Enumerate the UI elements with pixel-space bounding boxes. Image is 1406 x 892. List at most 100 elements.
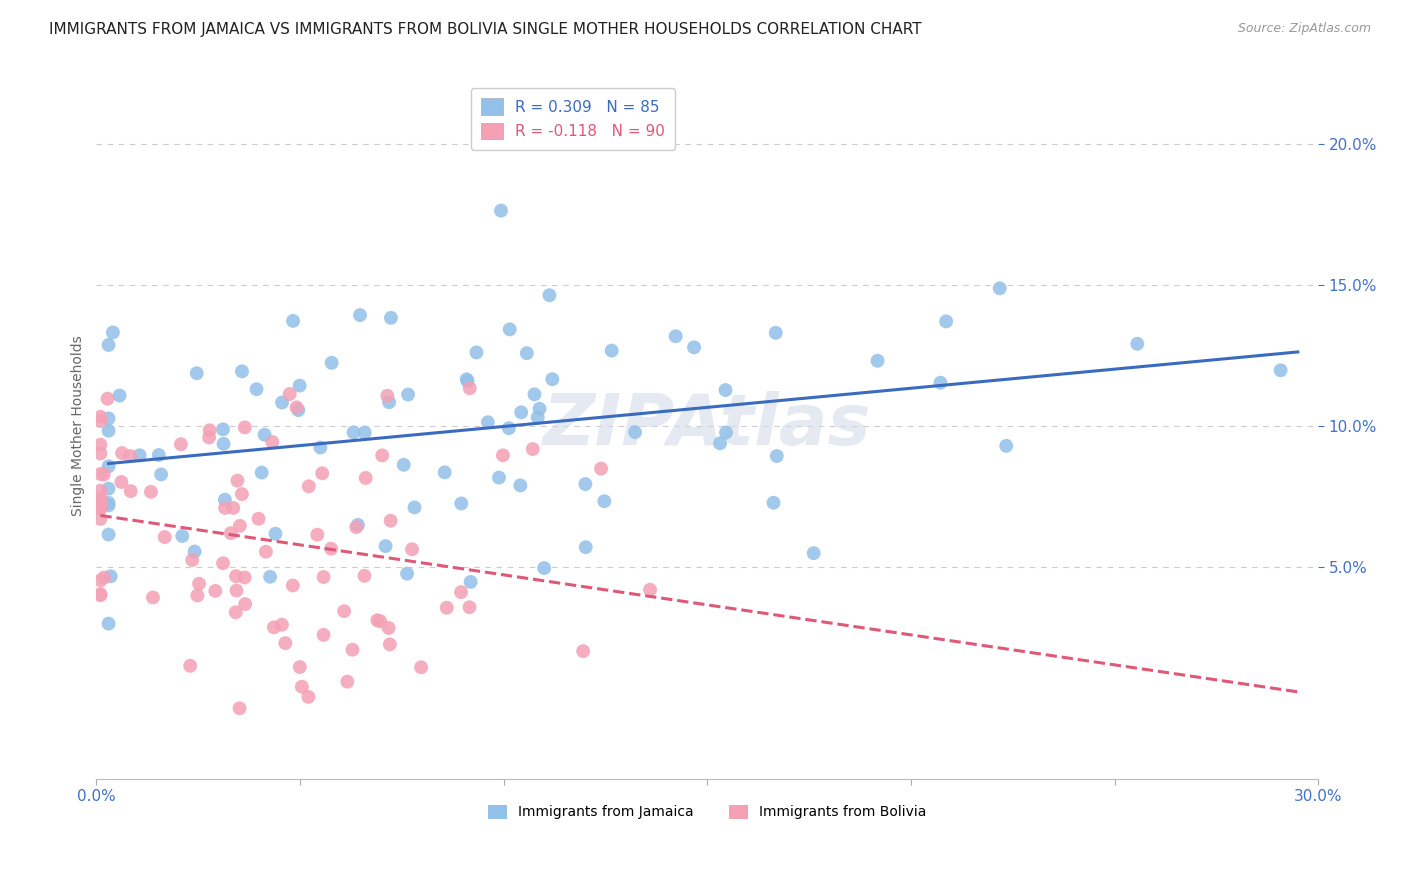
- Point: [198, 423, 221, 437]
- Point: [683, 340, 706, 354]
- Point: [574, 477, 596, 491]
- Point: [458, 600, 481, 615]
- Point: [120, 484, 142, 499]
- Point: [516, 346, 538, 360]
- Point: [231, 487, 253, 501]
- Point: [477, 415, 499, 429]
- Point: [307, 527, 329, 541]
- Point: [212, 422, 235, 436]
- Point: [247, 512, 270, 526]
- Point: [229, 519, 252, 533]
- Point: [93, 570, 115, 584]
- Point: [465, 345, 488, 359]
- Point: [228, 701, 250, 715]
- Point: [538, 288, 561, 302]
- Point: [765, 326, 787, 340]
- Point: [186, 366, 208, 380]
- Point: [120, 449, 142, 463]
- Point: [281, 578, 304, 592]
- Point: [148, 448, 170, 462]
- Point: [225, 605, 247, 619]
- Point: [380, 514, 402, 528]
- Text: Source: ZipAtlas.com: Source: ZipAtlas.com: [1237, 22, 1371, 36]
- Point: [366, 613, 388, 627]
- Point: [291, 680, 314, 694]
- Point: [492, 448, 515, 462]
- Point: [522, 442, 544, 456]
- Point: [1126, 336, 1149, 351]
- Point: [186, 589, 208, 603]
- Point: [288, 660, 311, 674]
- Point: [803, 546, 825, 560]
- Point: [89, 500, 111, 514]
- Point: [593, 494, 616, 508]
- Point: [450, 496, 472, 510]
- Point: [233, 420, 256, 434]
- Point: [762, 496, 785, 510]
- Point: [214, 500, 236, 515]
- Point: [139, 484, 162, 499]
- Point: [214, 492, 236, 507]
- Point: [450, 585, 472, 599]
- Point: [347, 517, 370, 532]
- Point: [198, 430, 221, 444]
- Point: [297, 690, 319, 704]
- Point: [600, 343, 623, 358]
- Point: [354, 471, 377, 485]
- Point: [378, 395, 401, 409]
- Point: [259, 570, 281, 584]
- Point: [89, 500, 111, 515]
- Point: [298, 479, 321, 493]
- Legend: Immigrants from Jamaica, Immigrants from Bolivia: Immigrants from Jamaica, Immigrants from…: [482, 799, 932, 825]
- Point: [110, 475, 132, 489]
- Point: [572, 644, 595, 658]
- Point: [89, 414, 111, 428]
- Point: [212, 556, 235, 570]
- Point: [97, 616, 120, 631]
- Point: [866, 353, 889, 368]
- Point: [624, 425, 647, 439]
- Point: [271, 395, 294, 409]
- Point: [222, 500, 245, 515]
- Point: [374, 539, 396, 553]
- Point: [342, 642, 364, 657]
- Point: [377, 621, 399, 635]
- Point: [225, 569, 247, 583]
- Point: [128, 448, 150, 462]
- Point: [253, 427, 276, 442]
- Point: [456, 372, 478, 386]
- Point: [264, 526, 287, 541]
- Y-axis label: Single Mother Households: Single Mother Households: [72, 335, 86, 516]
- Point: [142, 591, 165, 605]
- Point: [1270, 363, 1292, 377]
- Point: [250, 466, 273, 480]
- Point: [204, 583, 226, 598]
- Point: [312, 570, 335, 584]
- Point: [101, 326, 124, 340]
- Point: [526, 410, 548, 425]
- Point: [371, 449, 394, 463]
- Point: [233, 570, 256, 584]
- Point: [89, 501, 111, 516]
- Point: [499, 322, 522, 336]
- Point: [929, 376, 952, 390]
- Point: [336, 674, 359, 689]
- Point: [353, 569, 375, 583]
- Point: [935, 314, 957, 328]
- Point: [97, 499, 120, 513]
- Point: [183, 544, 205, 558]
- Point: [89, 495, 111, 509]
- Point: [458, 381, 481, 395]
- Point: [375, 389, 398, 403]
- Point: [172, 529, 194, 543]
- Point: [97, 411, 120, 425]
- Point: [460, 574, 482, 589]
- Point: [285, 401, 308, 415]
- Point: [714, 425, 737, 440]
- Point: [344, 520, 367, 534]
- Point: [97, 527, 120, 541]
- Point: [988, 281, 1011, 295]
- Point: [312, 628, 335, 642]
- Point: [353, 425, 375, 440]
- Point: [89, 438, 111, 452]
